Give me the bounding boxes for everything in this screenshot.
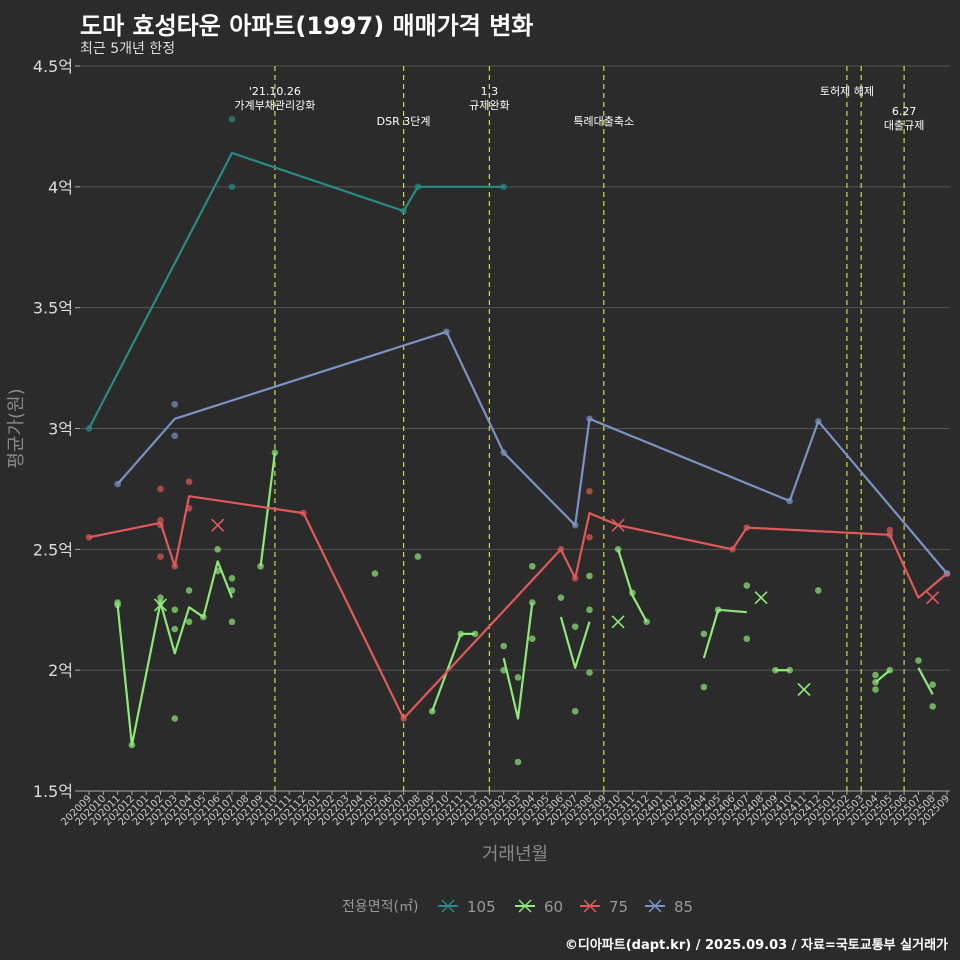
data-point-60 [171,625,179,633]
data-point-60 [872,671,879,679]
chart-subtitle: 최근 5개년 한정 [80,41,176,57]
legend-title: 전용면적(㎡) [342,899,418,915]
data-point-60 [929,681,936,688]
data-point-60 [815,587,822,594]
legend-label: 75 [609,898,628,916]
y-axis-title: 평균가(원) [6,388,27,468]
cross-mark-60 [797,682,811,697]
data-point-75 [586,533,593,541]
chart-title: 도마 효성타운 아파트(1997) 매매가격 변화 [80,12,534,40]
series-line-60 [259,452,276,567]
series-line-60 [617,548,648,623]
data-point-60 [471,630,479,638]
data-point-75 [157,485,164,493]
policy-annotation: 규제완화 [469,99,509,112]
legend-label: 85 [674,898,693,916]
y-tick-label: 2억 [48,661,73,680]
policy-annotation: 토허제 해제 [820,84,874,98]
data-point-85 [171,432,179,440]
data-point-75 [157,553,164,560]
y-tick-label: 3.5억 [33,299,73,318]
y-tick-label: 3억 [48,420,73,439]
data-point-75 [586,488,593,495]
series-line-105 [88,151,504,430]
series-line-60 [559,616,591,669]
data-point-105 [228,115,236,123]
policy-annotation: 1.3 [481,85,499,98]
data-point-60 [743,635,751,643]
data-point-60 [571,707,579,715]
data-point-60 [185,618,193,626]
cross-mark-60 [153,598,168,612]
cross-mark-75 [611,518,625,532]
data-point-75 [157,517,164,524]
legend-item-75: 75 [580,898,628,916]
y-tick-label: 1.5억 [33,782,73,801]
data-point-60 [514,758,522,766]
policy-annotation: DSR 3단계 [377,115,431,128]
data-point-60 [228,618,236,626]
data-point-60 [586,572,593,580]
series-line-60 [502,602,534,720]
series-line-60 [116,560,234,747]
data-point-60 [414,553,422,560]
policy-annotation: 특례대출축소 [573,115,634,128]
legend-item-85: 85 [645,898,693,916]
policy-annotation: '21.10.26 [249,85,301,98]
legend-item-105: 105 [438,898,496,916]
data-point-60 [514,674,522,681]
series-line-60 [702,608,747,659]
legend-label: 105 [467,898,496,916]
series-line-85 [116,330,948,575]
data-point-105 [228,183,236,191]
policy-annotation: 가계부채관리강화 [234,99,315,112]
data-point-60 [571,623,579,630]
data-point-60 [228,575,236,582]
y-tick-label: 2.5억 [33,540,73,559]
data-point-60 [586,606,593,614]
data-point-60 [557,594,565,601]
data-point-60 [929,703,936,710]
data-point-60 [700,683,708,691]
data-point-60 [171,715,179,722]
cross-mark-60 [611,615,625,629]
data-point-60 [872,686,879,693]
data-point-60 [271,449,279,456]
data-point-60 [214,546,221,553]
cross-mark-75 [211,518,225,532]
series-line-60 [874,669,891,684]
source-caption: ©디아파트(dapt.kr) / 2025.09.03 / 자료=국토교통부 실… [564,938,948,953]
policy-annotation: 6.27 [892,105,917,118]
legend-item-60: 60 [515,898,563,916]
data-point-60 [586,669,593,676]
data-point-60 [529,562,536,570]
data-point-60 [743,582,751,589]
data-point-60 [500,642,508,650]
data-point-60 [157,594,164,601]
data-point-60 [371,570,379,577]
data-point-75 [185,478,193,485]
data-point-60 [700,630,708,638]
x-axis-title: 거래년월 [482,844,548,865]
y-tick-label: 4억 [48,178,73,197]
series-line-60 [917,667,934,695]
data-point-75 [886,526,894,534]
policy-annotation: 대출규제 [884,119,924,132]
data-point-85 [171,401,179,408]
data-point-60 [529,635,536,643]
data-point-60 [915,657,922,664]
y-tick-label: 4.5억 [33,57,73,76]
series-line-60 [431,632,476,712]
legend-label: 60 [544,898,563,916]
data-point-60 [171,606,179,614]
data-point-60 [185,587,193,594]
series-line-75 [88,495,948,720]
cross-mark-75 [926,591,940,605]
cross-mark-60 [754,591,768,605]
